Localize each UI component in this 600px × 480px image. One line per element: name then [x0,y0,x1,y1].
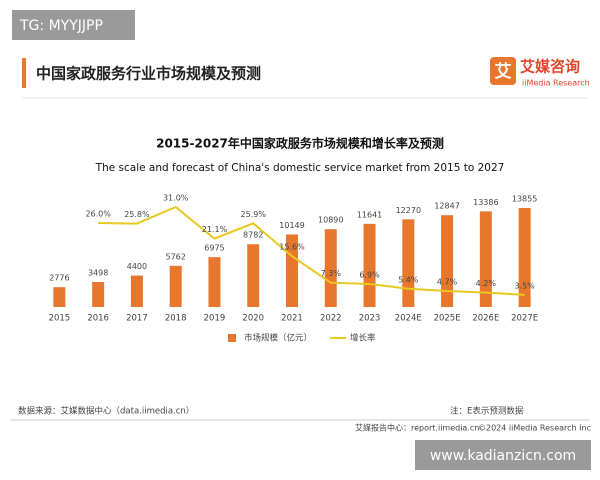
x-tick-label: 2023 [359,314,381,324]
line [98,205,525,296]
data-label: 26.0% [85,209,111,218]
x-tick-label: 2018 [165,314,187,324]
data-label: 15.6% [279,243,305,252]
bar [402,219,415,307]
data-label: 21.1% [202,225,228,234]
page-heading: 中国家政服务行业市场规模及预测 [36,65,261,83]
bar [130,275,143,307]
x-tick-label: 2015 [49,314,71,324]
x-tick-label: 2027E [511,314,538,324]
chart-title: 2015-2027年中国家政服务市场规模和增长率及预测 [156,136,444,151]
data-label: 12847 [434,202,459,211]
bar [479,211,492,307]
data-label: 10149 [279,221,304,230]
bar [363,223,376,307]
legend-label: 市场规模（亿元） [244,333,312,344]
data-label: 5762 [166,252,186,261]
data-label: 31.0% [163,194,189,203]
bar [53,287,66,307]
watermark-box [415,440,591,470]
bar [441,215,454,307]
x-tick-label: 2021 [281,314,303,324]
data-label: 13855 [512,195,537,204]
report: 艾媒报告中心：report.iimedia.cn [355,423,479,433]
data-label: 13386 [473,198,498,207]
legend-label: 增长率 [350,333,376,344]
x-tick-label: 2026E [472,314,499,324]
bar [324,229,337,307]
data-label: 3.5% [514,281,535,290]
data-label: 12270 [396,206,421,215]
data-label: 10890 [318,216,343,225]
data-label: 3498 [88,269,108,278]
plot: 2015 2016 2017 2018 2019 2020 2021 2022 2023 2024… [49,194,539,344]
data-label: 4400 [127,262,147,271]
data-label: 4.2% [476,279,497,288]
x-tick-label: 2016 [87,314,109,324]
x-tick-label: 2022 [320,314,342,324]
data-label: 5.4% [398,275,419,284]
note: 注：E表示预测数据 [450,406,524,417]
data-label: 8782 [243,231,263,240]
logo-icon [490,57,516,85]
source: 数据来源：艾媒数据中心（data.iimedia.cn） [18,406,194,417]
data-label: 4.7% [437,277,458,286]
logo-name: 艾媒咨询 [520,58,580,76]
x-tick-label: 2024E [395,314,422,324]
bar [92,282,105,307]
data-label: 6975 [204,244,224,253]
bar [518,208,531,307]
data-label: 25.8% [124,210,150,219]
x-tick-label: 2019 [204,314,226,324]
data-label: 6.9% [359,270,380,279]
x-tick-label: 2020 [242,314,264,324]
x-tick-label: 2017 [126,314,148,324]
heading-accent [22,58,26,88]
copyright: ©2024 iiMedia Research Inc [478,424,591,433]
legend-swatch [228,334,236,342]
watermark-text: www.kadianzicn.com [430,448,576,464]
bar [169,265,182,307]
bar [247,244,260,307]
watermark-text: TG: MYYJJPP [19,18,103,34]
x-tick-label: 2025E [434,314,461,324]
data-label: 2776 [49,274,69,283]
bar [208,257,221,307]
chart-subtitle: The scale and forecast of China's domest… [95,162,505,174]
logo-sub: iiMedia Research [522,79,590,88]
data-label: 7.3% [321,269,342,278]
data-label: 25.9% [241,210,267,219]
data-label: 11641 [357,210,382,219]
logo-icon-text: 艾 [495,61,512,82]
watermark-box [12,10,135,40]
